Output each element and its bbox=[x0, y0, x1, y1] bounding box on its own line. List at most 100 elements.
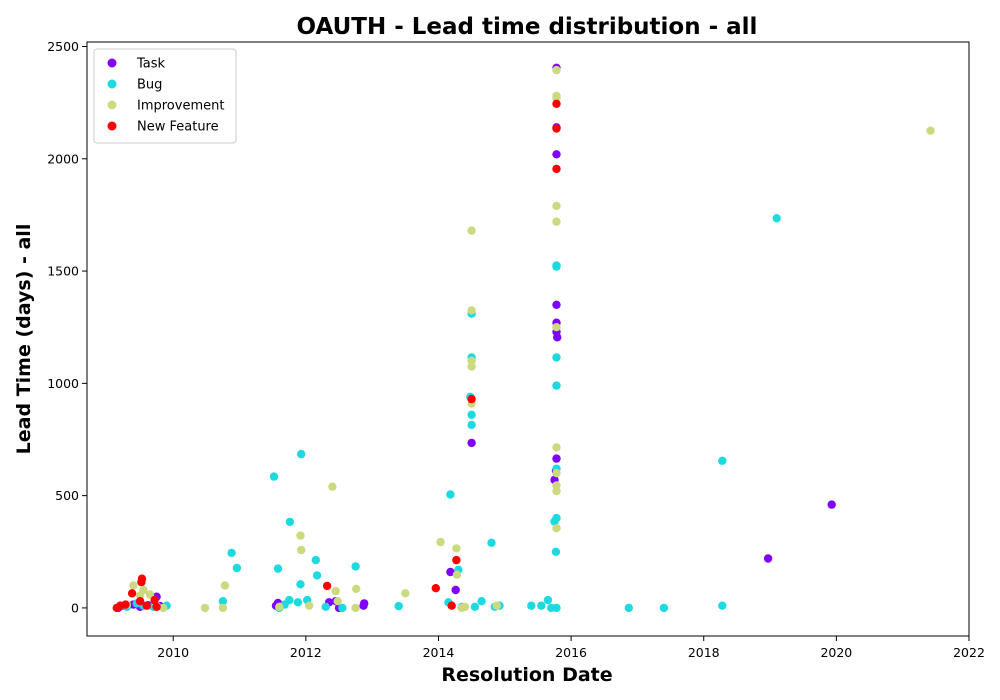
point-bug bbox=[311, 555, 320, 565]
point-bug bbox=[527, 601, 536, 610]
x-tick-label: 2014 bbox=[423, 645, 455, 660]
point-bug bbox=[227, 548, 236, 558]
y-tick-label: 2000 bbox=[47, 151, 79, 166]
point-bug bbox=[487, 538, 496, 547]
point-bug bbox=[552, 381, 561, 390]
point-bug bbox=[269, 472, 279, 481]
legend-label-bug: Bug bbox=[137, 78, 162, 93]
point-improvement bbox=[552, 201, 561, 211]
point-new-feature bbox=[452, 555, 461, 565]
point-improvement bbox=[275, 602, 284, 611]
data-marks bbox=[112, 63, 935, 613]
point-bug bbox=[467, 410, 476, 419]
point-improvement bbox=[297, 545, 306, 555]
x-axis-title: Resolution Date bbox=[441, 664, 612, 686]
point-new-feature bbox=[552, 164, 561, 174]
point-improvement bbox=[200, 603, 210, 613]
point-improvement bbox=[218, 603, 228, 613]
point-task bbox=[552, 454, 561, 463]
legend: Task Bug Improvement New Feature bbox=[93, 48, 237, 144]
point-improvement bbox=[552, 469, 561, 478]
point-bug bbox=[297, 449, 306, 459]
point-bug bbox=[718, 601, 727, 610]
legend-marker-new-feature bbox=[107, 121, 117, 131]
series-new-feature bbox=[112, 99, 561, 613]
point-task bbox=[552, 150, 561, 159]
point-new-feature bbox=[137, 574, 147, 583]
point-bug bbox=[552, 261, 561, 270]
point-bug bbox=[296, 580, 305, 589]
point-improvement bbox=[552, 91, 561, 101]
point-improvement bbox=[552, 481, 561, 490]
point-new-feature bbox=[467, 394, 476, 404]
point-improvement bbox=[351, 603, 360, 613]
x-axis: 2010 2012 2014 2016 2018 2020 2022 bbox=[157, 636, 985, 660]
point-bug bbox=[470, 602, 480, 611]
point-bug bbox=[659, 603, 669, 613]
point-new-feature bbox=[322, 581, 332, 591]
y-axis-title: Lead Time (days) - all bbox=[13, 224, 35, 455]
point-improvement bbox=[436, 537, 445, 547]
x-tick-label: 2018 bbox=[688, 645, 720, 660]
x-tick-label: 2020 bbox=[820, 645, 852, 660]
point-improvement bbox=[452, 570, 462, 579]
point-improvement bbox=[139, 585, 148, 595]
legend-label-new-feature: New Feature bbox=[137, 120, 219, 135]
point-task bbox=[451, 585, 460, 595]
point-bug bbox=[477, 597, 486, 606]
point-bug bbox=[718, 456, 727, 465]
y-axis: 0 500 1000 1500 2000 2500 bbox=[47, 39, 87, 615]
point-improvement bbox=[328, 482, 337, 491]
point-task bbox=[446, 567, 455, 577]
y-tick-label: 1000 bbox=[47, 376, 79, 391]
legend-box bbox=[93, 48, 237, 144]
point-improvement bbox=[333, 597, 342, 606]
point-improvement bbox=[331, 586, 340, 596]
point-task bbox=[552, 300, 561, 309]
point-improvement bbox=[452, 544, 461, 553]
point-bug bbox=[321, 602, 330, 611]
point-bug bbox=[338, 603, 347, 613]
point-task bbox=[763, 554, 773, 563]
point-improvement bbox=[926, 126, 935, 135]
point-new-feature bbox=[152, 602, 161, 611]
point-bug bbox=[772, 214, 781, 223]
point-bug bbox=[552, 603, 561, 613]
x-tick-label: 2022 bbox=[953, 645, 985, 660]
point-improvement bbox=[467, 356, 476, 366]
point-bug bbox=[537, 601, 546, 610]
point-improvement bbox=[159, 603, 168, 613]
legend-marker-bug bbox=[107, 79, 117, 89]
point-improvement bbox=[220, 581, 230, 590]
point-improvement bbox=[145, 590, 155, 599]
point-improvement bbox=[352, 584, 361, 593]
plot-frame bbox=[86, 41, 970, 637]
point-new-feature bbox=[121, 600, 130, 609]
point-improvement bbox=[467, 226, 476, 235]
point-improvement bbox=[552, 323, 561, 332]
point-new-feature bbox=[127, 589, 137, 598]
point-improvement bbox=[401, 589, 410, 598]
point-improvement bbox=[305, 601, 314, 610]
point-bug bbox=[551, 547, 561, 556]
point-new-feature bbox=[135, 597, 145, 606]
point-bug bbox=[273, 564, 283, 573]
point-new-feature bbox=[150, 595, 159, 605]
point-improvement bbox=[552, 443, 561, 452]
point-task bbox=[827, 500, 836, 509]
y-tick-label: 2500 bbox=[47, 39, 79, 54]
point-bug bbox=[624, 603, 633, 613]
point-bug bbox=[285, 595, 294, 605]
point-improvement bbox=[296, 531, 305, 540]
point-bug bbox=[552, 513, 561, 523]
point-new-feature bbox=[552, 99, 561, 109]
x-tick-label: 2016 bbox=[555, 645, 587, 660]
y-tick-label: 500 bbox=[55, 488, 79, 503]
point-bug bbox=[285, 517, 295, 527]
point-bug bbox=[394, 601, 403, 611]
point-bug bbox=[467, 420, 476, 430]
point-bug bbox=[232, 563, 242, 573]
point-bug bbox=[218, 597, 228, 606]
point-bug bbox=[312, 571, 322, 580]
point-bug bbox=[351, 562, 360, 571]
